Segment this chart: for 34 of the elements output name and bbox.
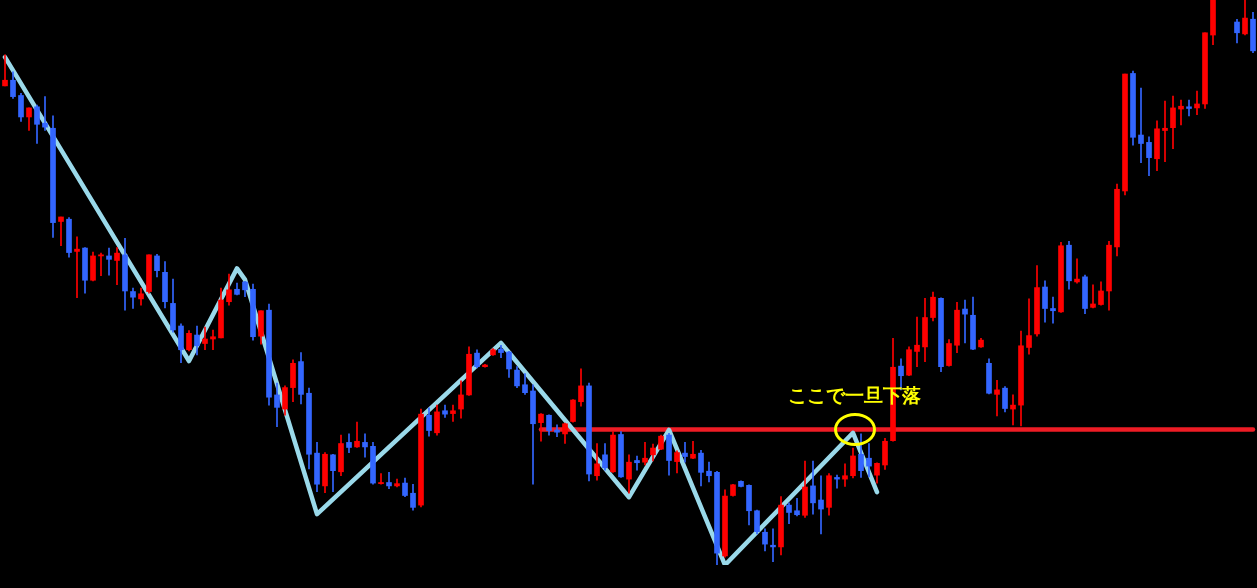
- candlestick: [42, 96, 48, 131]
- candlestick: [994, 379, 1000, 417]
- candlestick: [386, 472, 392, 490]
- candlestick: [1138, 87, 1144, 164]
- candlestick: [1178, 99, 1184, 126]
- candlestick: [106, 247, 112, 276]
- candlestick: [1162, 100, 1168, 162]
- candlestick: [114, 247, 120, 286]
- candlestick: [642, 442, 648, 466]
- candlestick: [1010, 394, 1016, 426]
- candlestick: [1186, 99, 1192, 117]
- candlestick: [74, 236, 80, 299]
- candlestick: [354, 421, 360, 448]
- candlestick: [1050, 296, 1056, 324]
- candlestick: [1194, 90, 1200, 116]
- candlestick: [378, 473, 384, 485]
- candlestick: [842, 463, 848, 487]
- candlestick: [1090, 284, 1096, 309]
- candlestick: [2, 54, 8, 87]
- candlestick: [450, 404, 456, 422]
- candlestick: [202, 326, 208, 351]
- candlestick: [58, 216, 64, 247]
- candlestick: [770, 528, 776, 562]
- candlestick: [866, 443, 872, 478]
- candlestick: [962, 299, 968, 344]
- candlestick: [1026, 298, 1032, 355]
- candlestick: [210, 329, 216, 351]
- candlestick: [1074, 258, 1080, 284]
- candlestick: [834, 474, 840, 489]
- candlestick: [682, 442, 688, 463]
- candlestick: [362, 433, 368, 458]
- candlestick: [818, 475, 824, 535]
- candlestick: [914, 316, 920, 368]
- candlestick: [98, 252, 104, 277]
